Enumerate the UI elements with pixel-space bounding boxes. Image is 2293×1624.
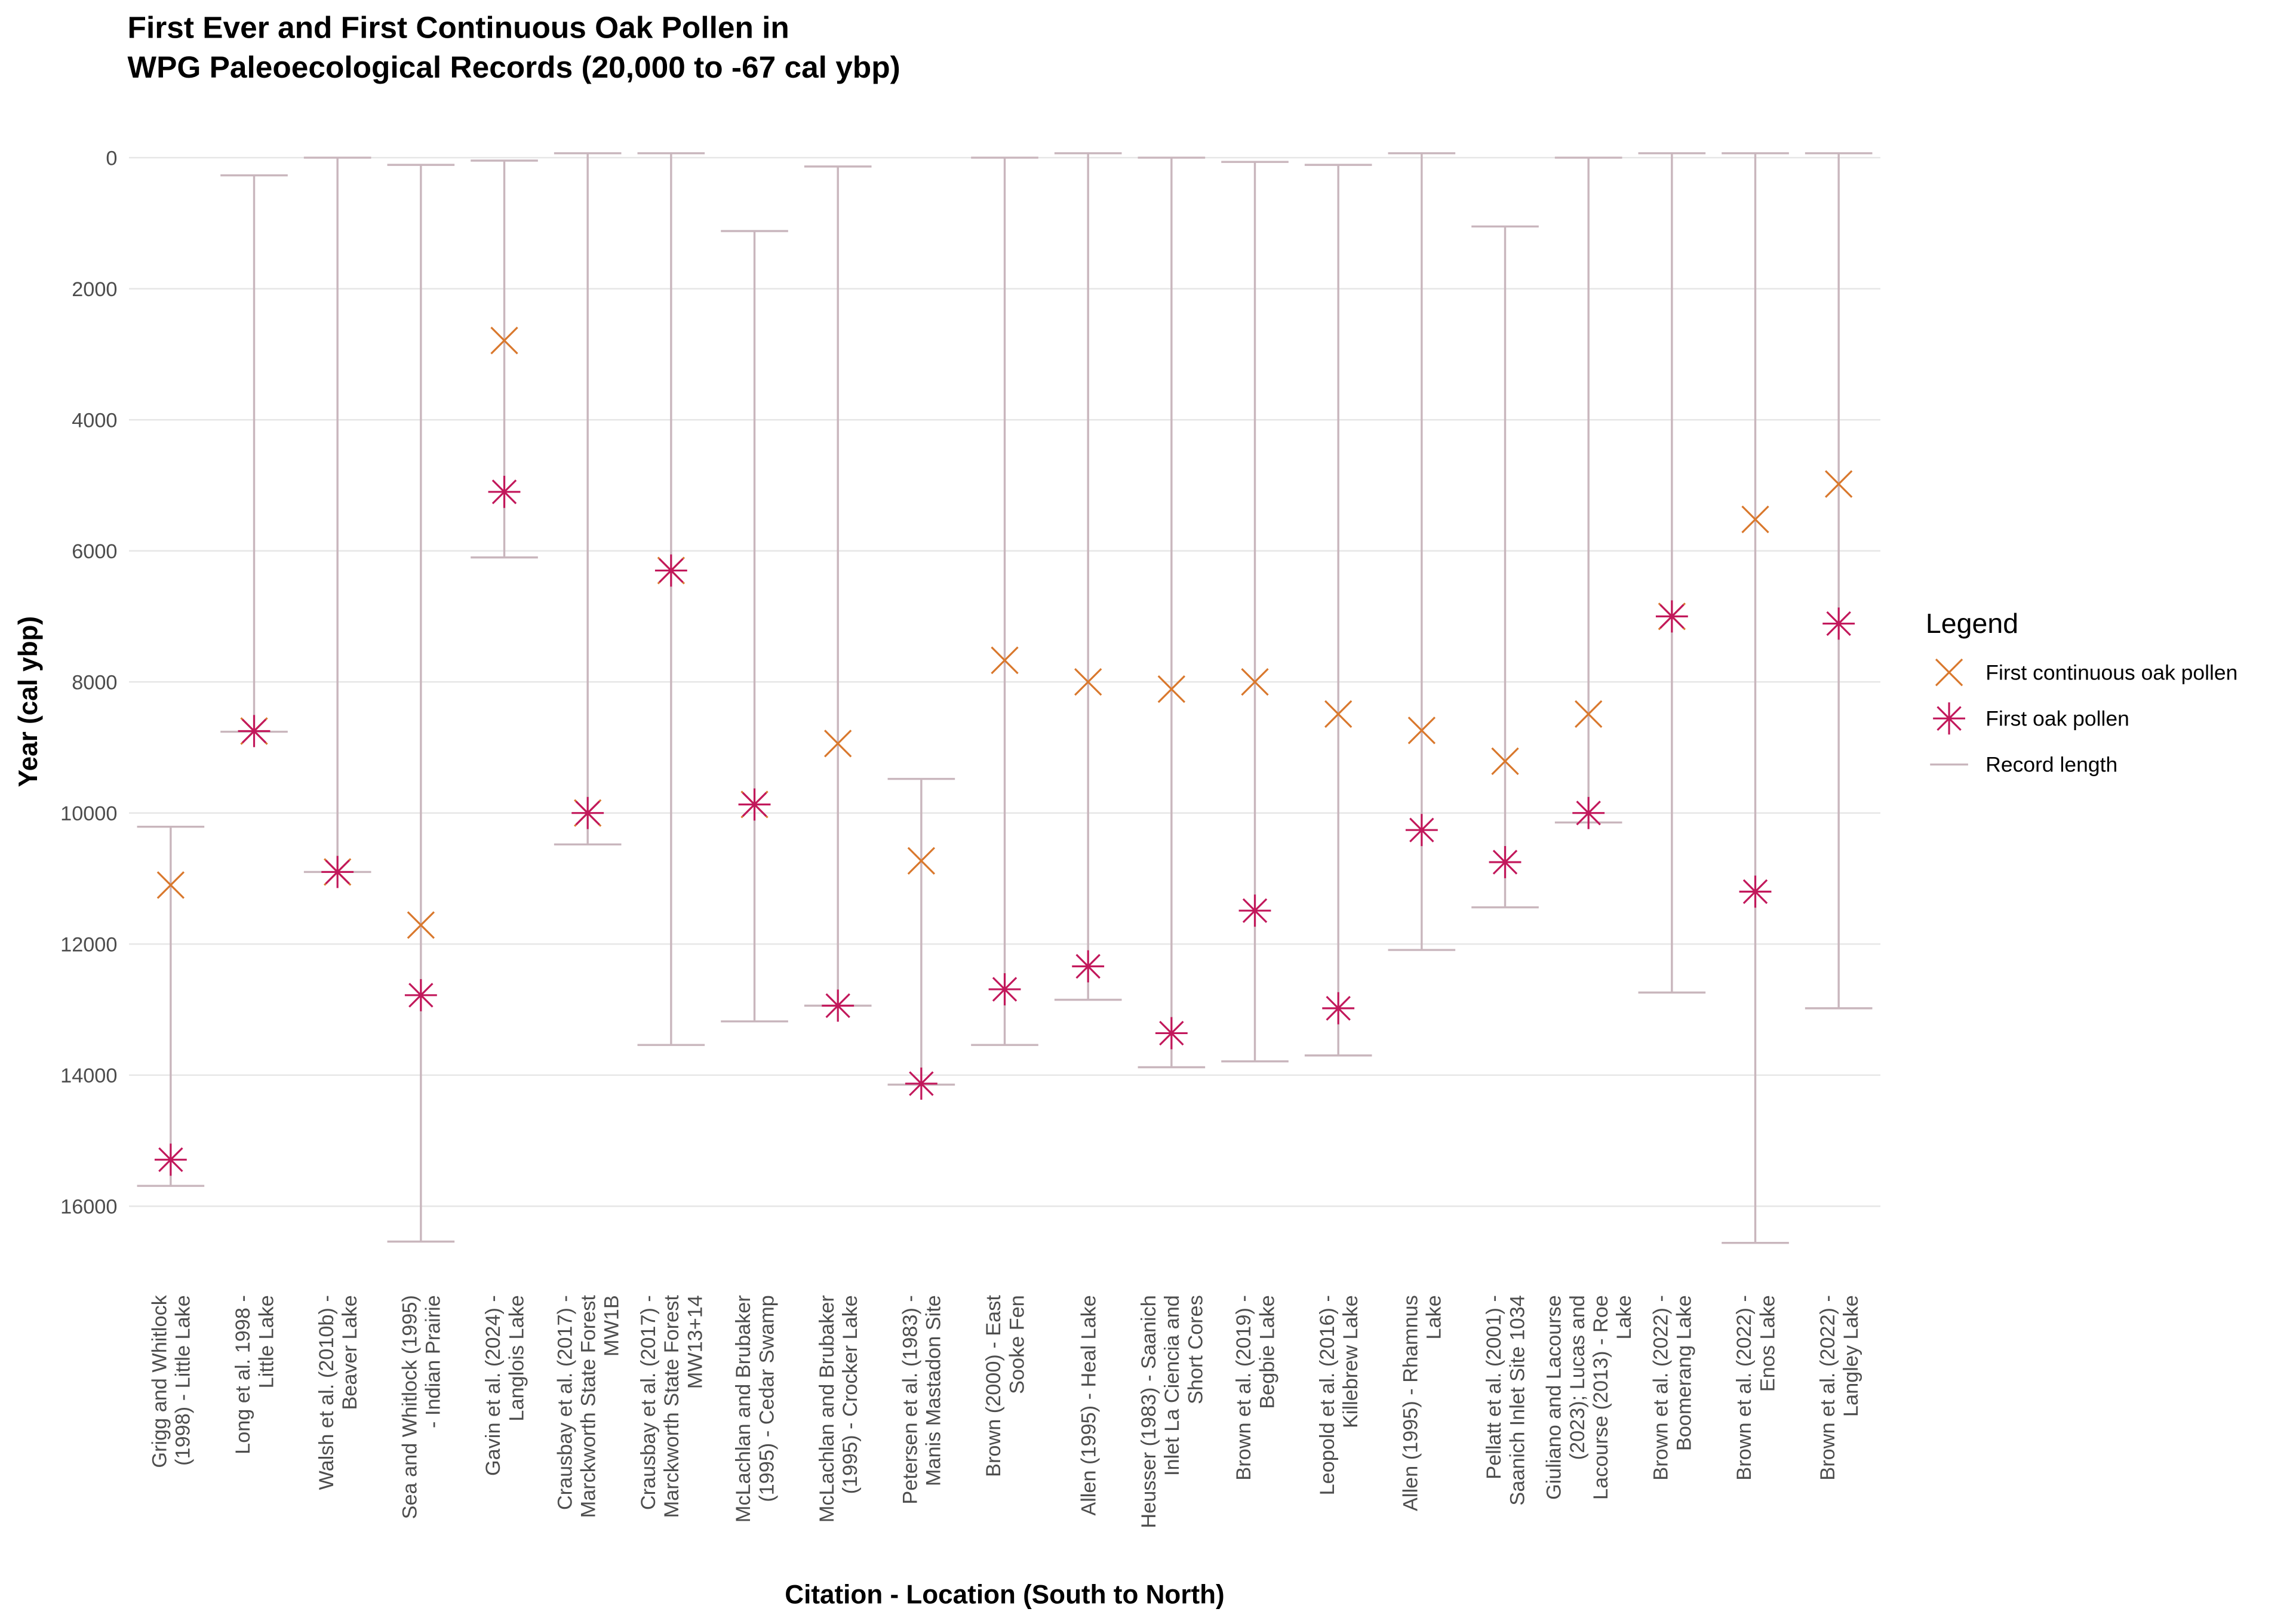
point [1324,700,1353,728]
point [1072,950,1105,983]
y-tick-label: 2000 [72,278,117,301]
y-tick-label: 14000 [60,1065,117,1087]
x-tick-label: Giuliano and Lacourse(2023); Lucas andLa… [1543,1295,1636,1500]
point [1155,1017,1188,1050]
x-tick-label: Leopold et al. (2016) -Killebrew Lake [1316,1295,1362,1495]
x-tick-label: Grigg and Whitlock(1998) - Little Lake [149,1294,195,1468]
point [1741,505,1769,534]
y-tick-label: 10000 [60,802,117,825]
y-tick-label: 12000 [60,933,117,956]
point [905,1068,938,1100]
y-tick-label: 0 [106,147,117,170]
point [321,856,354,888]
point [907,847,936,875]
point [1491,747,1519,776]
point [654,554,687,587]
x-tick-label: Crausbay et al. (2017) -Marckworth State… [554,1295,623,1518]
x-tick-label: Brown et al. (2019) -Begbie Lake [1232,1295,1278,1480]
x-tick-label: McLachlan and Brubaker(1995) - Cedar Swa… [732,1295,778,1522]
point [824,730,852,758]
point [738,788,771,821]
point [1322,992,1355,1025]
point [1489,846,1522,878]
point [1655,600,1688,633]
legend-label: First oak pollen [1985,707,2129,731]
x-tick-label: Allen (1995) - RhamnusLake [1400,1295,1446,1511]
x-tick-label: Brown et al. (2022) -Boomerang Lake [1650,1295,1696,1480]
x-tick-label: Brown (2000) - EastSooke Fen [982,1295,1028,1477]
point [1407,716,1436,745]
point [1405,814,1438,847]
point [571,796,604,829]
legend-symbol [1933,702,1966,735]
x-tick-label: Gavin et al. (2024) -Langlois Lake [482,1295,528,1476]
point [407,911,435,939]
point [1238,894,1271,927]
legend-label: First continuous oak pollen [1985,660,2237,684]
y-axis-title: Year (cal ybp) [14,616,43,787]
legend-label: Record length [1985,753,2117,777]
y-tick-label: 4000 [72,409,117,432]
point [1825,470,1853,498]
point [1241,668,1269,696]
x-tick-label: Walsh et al. (2010b) -Beaver Lake [315,1295,361,1490]
x-tick-label: Crausbay et al. (2017) -Marckworth State… [637,1295,706,1518]
point [991,646,1019,675]
x-tick-label: Long et al. 1998 -Little Lake [232,1295,278,1454]
point [404,979,437,1011]
x-tick-label: Brown et al. (2022) -Langley Lake [1816,1295,1862,1480]
legend-title: Legend [1926,608,2018,639]
y-tick-label: 6000 [72,540,117,563]
x-tick-label: Petersen et al. (1983) -Manis Mastadon S… [899,1295,945,1504]
point [1822,607,1855,640]
x-tick-label: Pellatt et al. (2001) -Saanich Inlet Sit… [1483,1295,1529,1505]
x-axis-title: Citation - Location (South to North) [785,1580,1224,1610]
point [1572,796,1605,829]
y-tick-label: 8000 [72,671,117,694]
y-tick-label: 16000 [60,1195,117,1218]
legend-symbol [1935,659,1963,687]
x-tick-label: Brown et al. (2022) -Enos Lake [1733,1295,1779,1480]
x-tick-label: Heusser (1983) - SaanichInlet La Ciencia… [1138,1295,1207,1528]
x-tick-label: Sea and Whitlock (1995)- Indian Prairie [399,1295,445,1519]
point [154,1143,187,1176]
point [1157,675,1186,703]
x-tick-label: Allen (1995) - Heal Lake [1077,1295,1100,1516]
point [1575,700,1603,728]
point [1074,668,1102,696]
chart-title: WPG Paleoecological Records (20,000 to -… [128,50,900,84]
point [490,327,518,355]
point [156,871,185,899]
point [822,989,855,1022]
point [1739,875,1772,908]
x-tick-label: McLachlan and Brubaker(1995) - Crocker L… [816,1295,862,1522]
chart-title: First Ever and First Continuous Oak Poll… [128,10,789,45]
point [488,475,521,508]
point [238,715,271,748]
point [988,973,1021,1005]
